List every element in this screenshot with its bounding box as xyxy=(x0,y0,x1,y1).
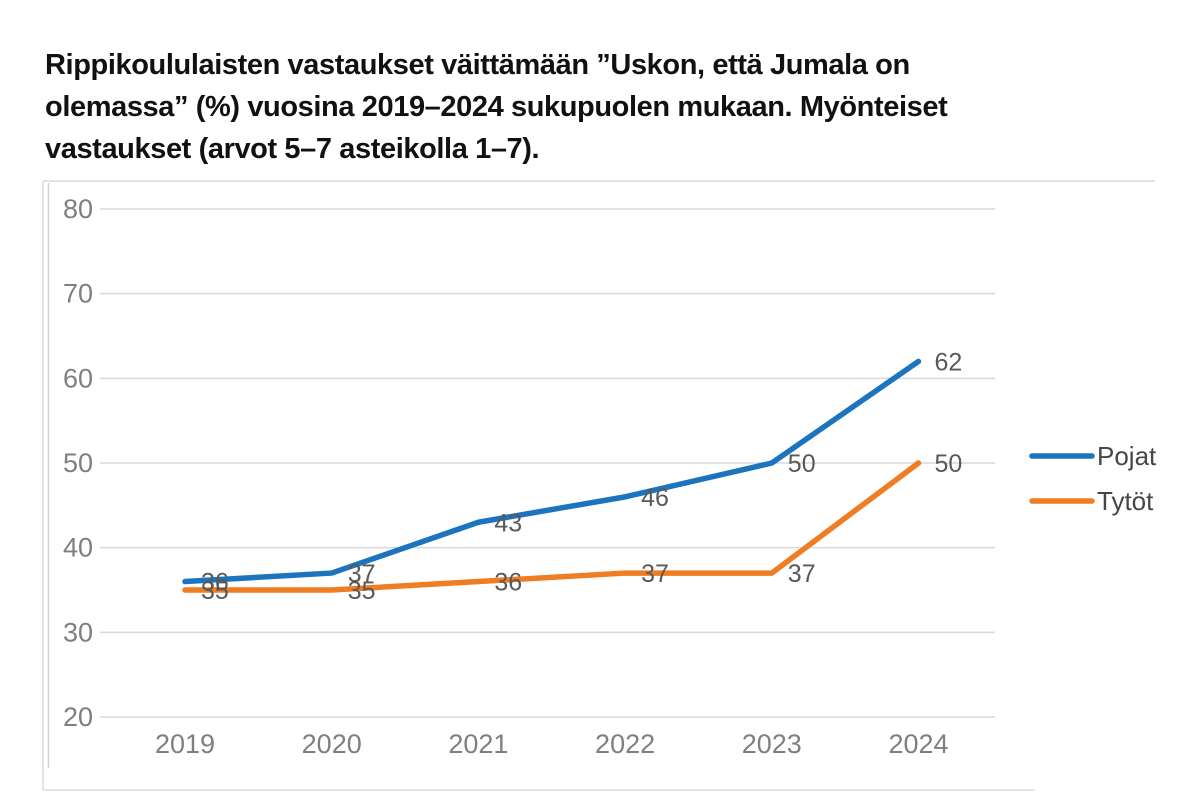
x-axis-label: 2024 xyxy=(888,729,948,759)
x-axis-label: 2023 xyxy=(742,729,802,759)
data-label-pojat: 46 xyxy=(641,484,669,512)
y-tick-label: 70 xyxy=(63,279,93,309)
x-axis-label: 2021 xyxy=(448,729,508,759)
data-label-tytot: 37 xyxy=(788,560,816,588)
x-axis-label: 2019 xyxy=(155,729,215,759)
x-axis-label: 2020 xyxy=(302,729,362,759)
chart-title-line: Rippikoululaisten vastaukset väittämään … xyxy=(45,49,910,81)
y-tick-label: 20 xyxy=(63,702,93,732)
data-label-tytot: 37 xyxy=(641,560,669,588)
data-label-tytot: 35 xyxy=(201,577,229,605)
data-label-tytot: 36 xyxy=(494,569,522,597)
data-label-tytot: 50 xyxy=(935,450,963,478)
series-line-pojat xyxy=(182,358,922,585)
chart-title-line: vastaukset (arvot 5–7 asteikolla 1–7). xyxy=(45,133,540,165)
chart-title-line: olemassa” (%) vuosina 2019–2024 sukupuol… xyxy=(45,91,948,123)
y-tick-label: 40 xyxy=(63,533,93,563)
legend-label-pojat: Pojat xyxy=(1097,441,1157,471)
legend-label-tytot: Tytöt xyxy=(1097,486,1154,516)
y-tick-label: 50 xyxy=(63,448,93,478)
data-label-pojat: 37 xyxy=(348,560,376,588)
data-label-pojat: 36 xyxy=(201,569,229,597)
chart-title: Rippikoululaisten vastaukset väittämään … xyxy=(45,44,1065,170)
data-label-pojat: 62 xyxy=(935,348,963,376)
data-label-pojat: 50 xyxy=(788,450,816,478)
data-label-pojat: 43 xyxy=(494,509,522,537)
data-label-tytot: 35 xyxy=(348,577,376,605)
y-tick-label: 30 xyxy=(63,617,93,647)
y-tick-label: 80 xyxy=(63,194,93,224)
series-line-tytot xyxy=(182,460,922,593)
x-axis-label: 2022 xyxy=(595,729,655,759)
y-tick-label: 60 xyxy=(63,363,93,393)
